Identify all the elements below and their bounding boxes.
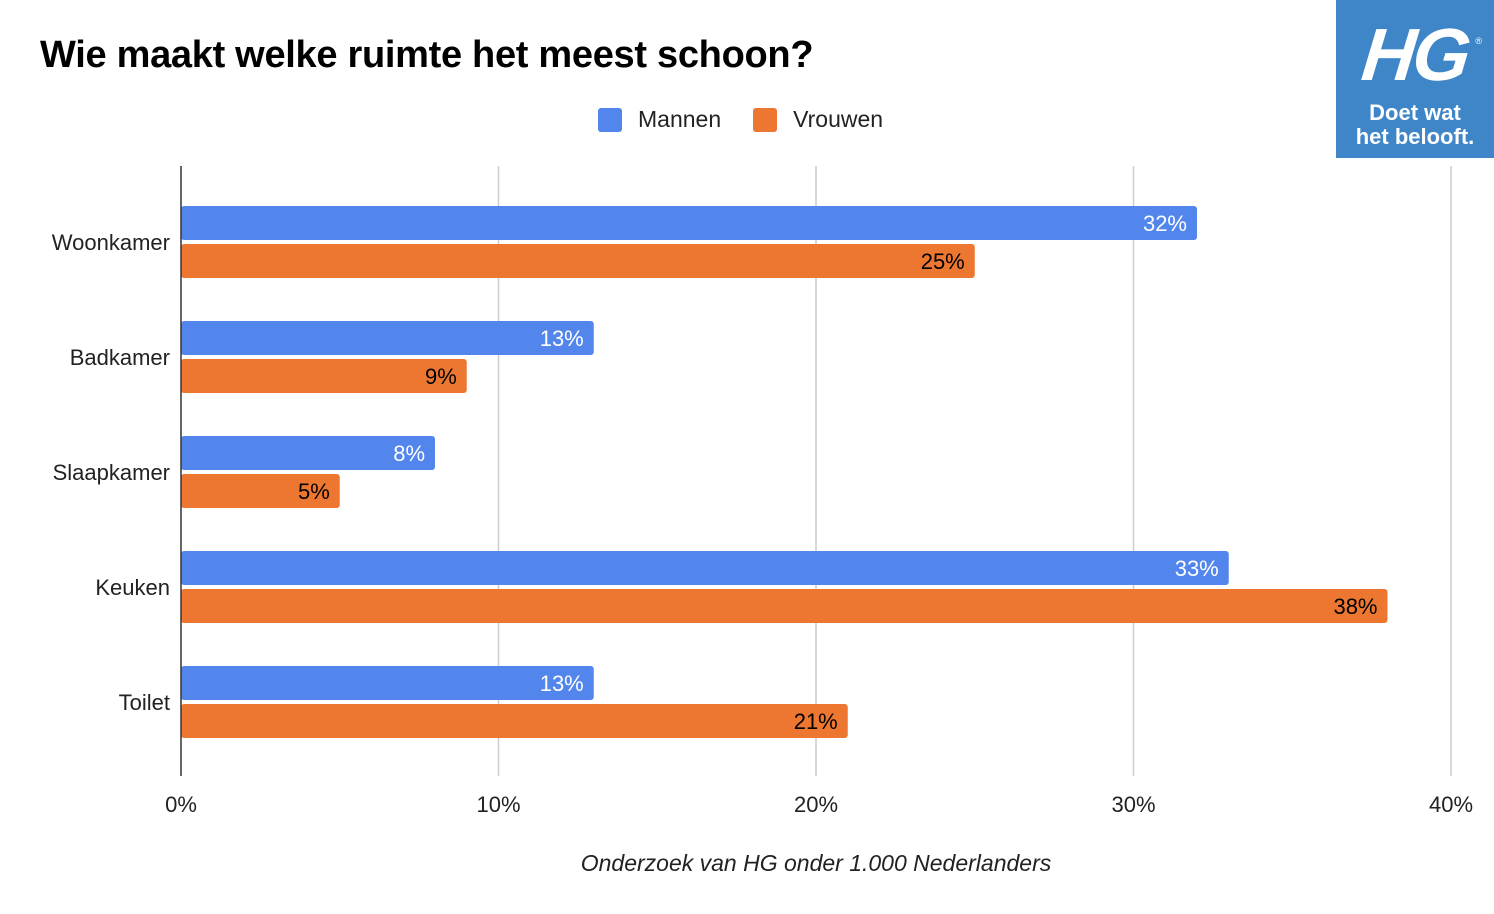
category-label-keuken: Keuken: [95, 575, 170, 600]
footnote: Onderzoek van HG onder 1.000 Nederlander…: [580, 850, 1052, 876]
hg-logo: HG ® Doet wat het belooft.: [1336, 0, 1494, 158]
legend-label-mannen: Mannen: [638, 106, 722, 132]
x-tick-label-20: 20%: [794, 792, 838, 817]
bar-vrouwen-slaapkamer: [181, 474, 340, 508]
legend-item-mannen: Mannen: [598, 106, 721, 133]
category-label-badkamer: Badkamer: [70, 345, 170, 370]
bar-mannen-toilet: [181, 666, 594, 700]
data-label-vrouwen-woonkamer: 25%: [921, 249, 965, 274]
x-tick-label-40: 40%: [1429, 792, 1473, 817]
legend-label-vrouwen: Vrouwen: [793, 106, 884, 132]
legend-item-vrouwen: Vrouwen: [753, 106, 883, 133]
data-label-mannen-slaapkamer: 8%: [393, 441, 425, 466]
x-tick-label-30: 30%: [1111, 792, 1155, 817]
x-tick-label-0: 0%: [165, 792, 197, 817]
category-label-toilet: Toilet: [119, 690, 170, 715]
logo-slogan-line1: Doet wat: [1369, 100, 1461, 125]
bar-vrouwen-toilet: [181, 704, 848, 738]
data-label-mannen-woonkamer: 32%: [1143, 211, 1187, 236]
category-label-slaapkamer: Slaapkamer: [53, 460, 170, 485]
bar-vrouwen-keuken: [181, 589, 1388, 623]
data-label-mannen-toilet: 13%: [540, 671, 584, 696]
category-label-woonkamer: Woonkamer: [52, 230, 170, 255]
chart-title: Wie maakt welke ruimte het meest schoon?: [40, 34, 814, 76]
bar-mannen-keuken: [181, 551, 1229, 585]
bar-mannen-slaapkamer: [181, 436, 435, 470]
legend-swatch-mannen: [598, 107, 622, 132]
bar-mannen-badkamer: [181, 321, 594, 355]
data-label-vrouwen-keuken: 38%: [1333, 594, 1377, 619]
data-label-mannen-keuken: 33%: [1175, 556, 1219, 581]
data-label-vrouwen-badkamer: 9%: [425, 364, 457, 389]
bar-vrouwen-badkamer: [181, 359, 467, 393]
legend-swatch-vrouwen: [753, 107, 778, 132]
logo-slogan-line2: het belooft.: [1355, 124, 1475, 149]
data-label-mannen-badkamer: 13%: [540, 326, 584, 351]
legend: Mannen Vrouwen: [598, 106, 915, 133]
data-label-vrouwen-toilet: 21%: [794, 709, 838, 734]
bar-mannen-woonkamer: [181, 206, 1197, 240]
x-tick-label-10: 10%: [476, 792, 520, 817]
bar-vrouwen-woonkamer: [181, 244, 975, 278]
logo-registered-mark: ®: [1475, 36, 1482, 46]
data-label-vrouwen-slaapkamer: 5%: [298, 479, 330, 504]
